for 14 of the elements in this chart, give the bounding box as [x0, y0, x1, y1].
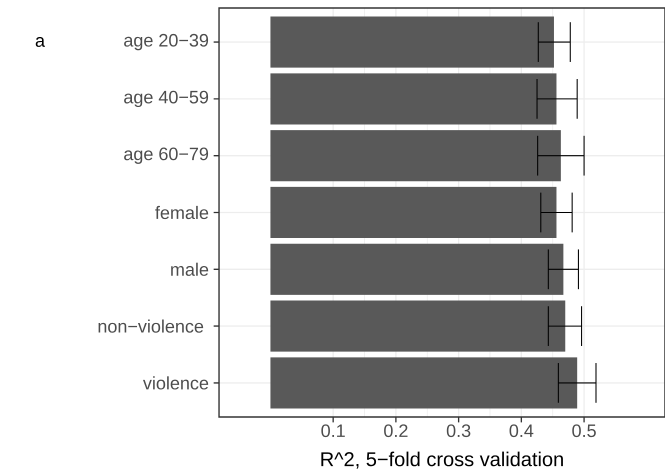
- y-tick-label: non−violence: [98, 319, 204, 333]
- x-tick-label: 0.2: [384, 424, 408, 438]
- y-tick-label: age 60−79: [124, 148, 208, 164]
- text: a: [36, 37, 46, 47]
- y-tick-label: age 40−59: [124, 90, 208, 108]
- y-tick-label: male: [171, 262, 208, 276]
- y-tick-label: female: [155, 206, 208, 220]
- x-tick-label: 0.3: [446, 424, 470, 438]
- y-tick-label: violence: [142, 376, 208, 390]
- x-tick-label: 0.5: [572, 424, 596, 438]
- x-tick-label: 0.1: [321, 424, 345, 438]
- x-axis-title: R^2, 5−fold cross validation: [321, 452, 563, 469]
- y-tick-label: age 20−39: [124, 34, 208, 50]
- x-tick-label: 0.4: [510, 424, 534, 438]
